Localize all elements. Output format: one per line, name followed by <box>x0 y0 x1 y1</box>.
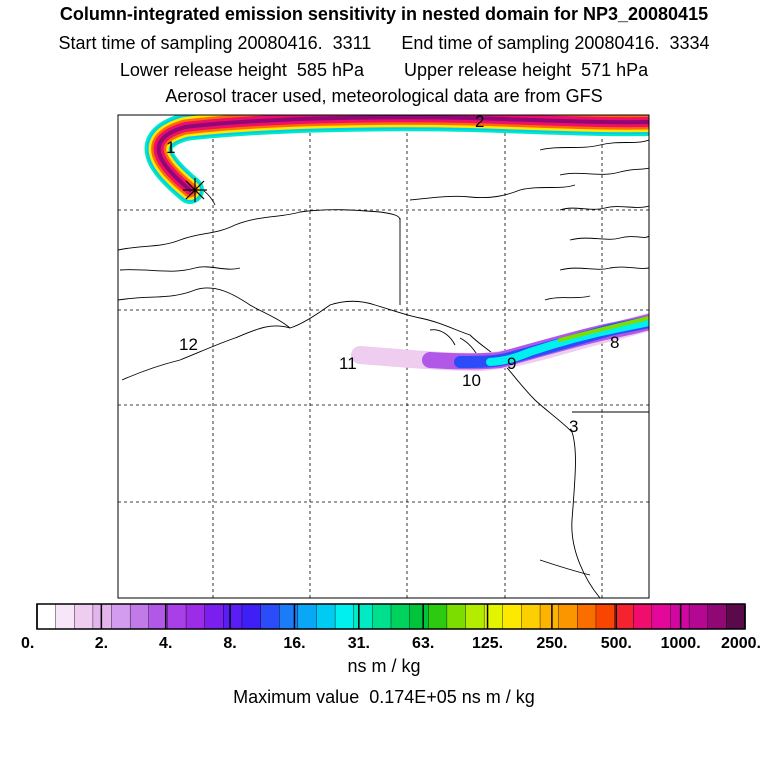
colorbar-box <box>92 603 113 630</box>
colorbar-box <box>726 603 746 630</box>
colorbar-box <box>633 603 653 630</box>
colorbar-tick-label: 16. <box>283 635 305 652</box>
colorbar-units: ns m / kg <box>347 656 421 676</box>
colorbar-box <box>651 603 671 630</box>
colorbar-box <box>577 603 597 630</box>
colorbar-box <box>521 603 541 630</box>
sampling-time-line: Start time of sampling 20080416. 3311 En… <box>58 33 710 53</box>
colorbar-box <box>595 603 616 630</box>
colorbar-tick-label: 31. <box>348 635 370 652</box>
colorbar-box <box>74 603 94 630</box>
colorbar-box <box>36 603 57 630</box>
colorbar-box <box>55 603 75 630</box>
colorbar-tick-label: 63. <box>412 635 434 652</box>
colorbar-box <box>465 603 485 630</box>
colorbar-box <box>688 603 709 630</box>
label-3: 3 <box>569 417 578 436</box>
colorbar-box <box>241 603 262 630</box>
colorbar-tick-label: 2. <box>95 635 108 652</box>
colorbar-box <box>129 603 150 630</box>
label-9: 9 <box>507 354 516 373</box>
label-8: 8 <box>610 333 619 352</box>
colorbar-box <box>260 603 280 630</box>
label-11: 11 <box>339 354 357 373</box>
colorbar-box <box>297 603 317 630</box>
colorbar-tick-label: 0. <box>21 635 34 652</box>
colorbar-box <box>428 603 448 630</box>
colorbar-box <box>502 603 522 630</box>
colorbar-box <box>316 603 336 630</box>
colorbar-box <box>111 603 131 630</box>
colorbar-box <box>707 603 727 630</box>
colorbar-box <box>334 603 355 630</box>
label-10: 10 <box>462 371 481 390</box>
colorbar-box <box>409 603 429 630</box>
colorbar-box <box>167 603 187 630</box>
colorbar-tick-label: 2000. <box>721 635 761 652</box>
tracer-info-line: Aerosol tracer used, meteorological data… <box>165 86 603 106</box>
colorbar-box <box>614 603 634 630</box>
colorbar-box <box>148 603 168 630</box>
colorbar-tick-label: 125. <box>472 635 503 652</box>
colorbar-box <box>223 603 243 630</box>
colorbar-box <box>204 603 224 630</box>
plot-title: Column-integrated emission sensitivity i… <box>59 4 709 24</box>
colorbar-tick-label: 1000. <box>661 635 701 652</box>
colorbar-box <box>390 603 411 630</box>
release-height-line: Lower release height 585 hPa Upper relea… <box>119 60 649 80</box>
map-frame <box>117 114 650 599</box>
label-1: 1 <box>166 138 175 157</box>
colorbar-box <box>353 603 373 630</box>
colorbar-box <box>372 603 392 630</box>
release-point-marker <box>183 178 207 202</box>
maximum-value: Maximum value 0.174E+05 ns m / kg <box>233 687 535 707</box>
colorbar-tick-label: 8. <box>223 635 236 652</box>
colorbar-box <box>446 603 467 630</box>
colorbar-tick-label: 500. <box>601 635 632 652</box>
colorbar-box <box>279 603 299 630</box>
colorbar-tick-label: 4. <box>159 635 172 652</box>
label-2: 2 <box>475 112 484 131</box>
colorbar-box <box>185 603 206 630</box>
colorbar-box <box>539 603 560 630</box>
colorbar-box <box>558 603 578 630</box>
label-12: 12 <box>179 335 198 354</box>
colorbar-tick-label: 250. <box>536 635 567 652</box>
sensitivity-plume <box>144 115 649 371</box>
